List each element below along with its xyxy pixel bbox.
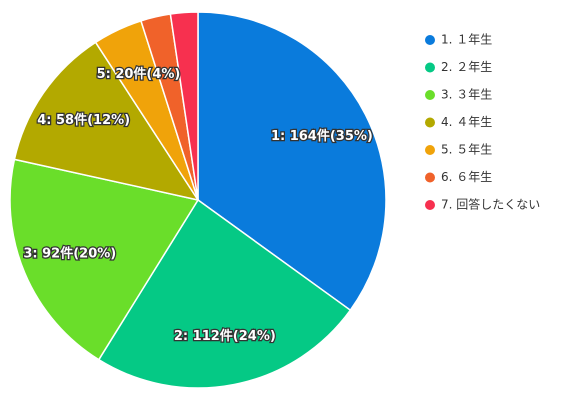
legend-label: 4. ４年生 — [441, 115, 492, 129]
legend-label: 3. ３年生 — [441, 88, 492, 102]
pie-slice — [169, 11, 199, 201]
pie-slice — [97, 198, 352, 389]
pie-slice — [13, 41, 200, 202]
legend-label: 7. 回答したくない — [441, 197, 540, 212]
legend-label: 5. ５年生 — [441, 143, 492, 157]
legend-marker — [425, 117, 435, 128]
legend-marker — [425, 62, 435, 73]
data-label: 4: 58件(12%) — [37, 112, 130, 128]
legend-marker — [425, 35, 435, 45]
data-label: 3: 92件(20%) — [23, 245, 116, 261]
legend-marker — [425, 145, 435, 155]
legend-label: 6. ６年生 — [441, 170, 492, 184]
pie-slice — [9, 158, 200, 361]
pie-slice — [197, 11, 387, 312]
legend-marker — [425, 90, 435, 100]
data-label: 2: 112件(24%) — [174, 328, 276, 344]
legend-label: 1. １年生 — [441, 33, 492, 47]
data-label: 5: 20件(4%) — [97, 66, 181, 82]
legend-marker — [425, 200, 435, 210]
legend-marker — [425, 172, 435, 183]
data-label: 1: 164件(35%) — [271, 128, 373, 144]
legend-label: 2. ２年生 — [441, 60, 492, 74]
